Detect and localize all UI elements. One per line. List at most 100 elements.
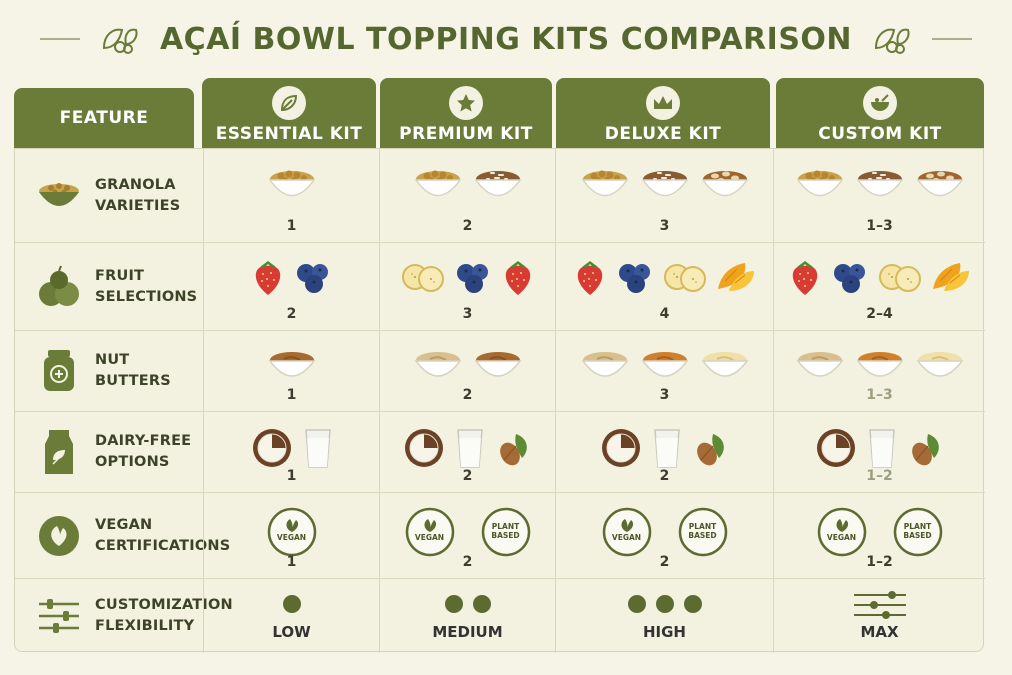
value-cell: 1–2 [773,412,985,492]
almond-butter-icon [266,345,318,385]
level-dot [627,595,646,613]
flexibility-dots [556,595,773,613]
count-value: 1 [286,468,297,484]
flexibility-level: LOW [272,623,311,641]
coconut-icon [599,426,643,470]
feature-label-line: VEGAN [95,516,153,533]
badge-label: VEGAN [414,533,445,542]
badge-label: BASED [903,531,932,540]
coconut-butter-icon [914,345,966,385]
feature-label-line: FRUIT [95,267,145,284]
feature-label: GRANOLA VARIETIES [95,175,180,217]
blueberries-icon [453,260,493,294]
page-title: AÇAÍ BOWL TOPPING KITS COMPARISON [159,21,853,57]
table-body: GRANOLA VARIETIES 1 2 3 1–3 FRUIT SELECTIONS 2 3 4… [14,148,985,653]
feature-cell: DAIRY-FREE OPTIONS [15,412,203,492]
nut-butter-jar-icon [35,347,83,395]
coconut-granola-bowl-icon [472,163,524,205]
level-dot [655,595,674,613]
badge-label: PLANT [903,522,932,531]
feature-cell: FRUIT SELECTIONS [15,243,203,330]
coconut-butter-icon [699,345,751,385]
leaf-icon [602,517,652,533]
nut-granola-bowl-icon [699,163,751,205]
feature-label-line: NUT [95,352,130,368]
badge-group: VEGAN PLANT BASED [556,507,773,557]
milk-glass-icon [302,426,334,470]
feature-label-line: OPTIONS [95,454,170,470]
item-group [774,426,985,470]
feature-label: NUT BUTTERS [95,350,171,392]
item-group [774,257,985,297]
level-dot [444,595,463,613]
strawberry-icon [251,257,285,297]
count-value: 2 [659,554,670,570]
granola-bowl-icon [412,163,464,205]
count-value: 3 [659,218,670,234]
bowl-spoon-icon [863,86,897,120]
crown-icon [646,86,680,120]
feature-label: FRUIT SELECTIONS [95,266,197,308]
fruits-icon [35,263,83,311]
header-essential-kit: ESSENTIAL KIT [202,78,376,148]
vegan-leaf-icon [35,512,83,560]
coconut-icon [814,426,858,470]
badge-group: VEGAN PLANT BASED [380,507,555,557]
almond-icon [494,428,534,468]
feature-label: VEGAN CERTIFICATIONS [95,515,230,557]
item-group [204,257,379,297]
badge-label: VEGAN [611,533,642,542]
divider [39,38,80,40]
flexibility-level: MAX [860,623,899,641]
header-custom-kit: CUSTOM KIT [776,78,984,148]
cashew-butter-icon [794,345,846,385]
granola-bowl-icon [579,163,631,205]
header-premium-kit: PREMIUM KIT [380,78,552,148]
item-group [380,257,555,297]
badge-group: VEGAN [204,507,379,557]
leaf-icon [272,86,306,120]
vegan-badge-icon: VEGAN [817,507,867,557]
banana-icon [401,259,445,295]
badge-group: VEGAN PLANT BASED [774,507,985,557]
sunflower-butter-icon [854,345,906,385]
granola-bowl-icon [794,163,846,205]
vegan-badge-icon: VEGAN [602,507,652,557]
header-feature: FEATURE [14,88,194,148]
coconut-granola-bowl-icon [854,163,906,205]
feature-label-line: SELECTIONS [95,288,198,305]
value-cell: MAX [773,579,985,653]
value-cell: 3 [555,331,773,411]
mango-icon [930,259,972,295]
cashew-butter-icon [579,345,631,385]
vegan-badge-icon: VEGAN [405,507,455,557]
flexibility-dots [380,595,555,613]
item-group [204,426,379,470]
header-deluxe-kit: DELUXE KIT [556,78,770,148]
coconut-granola-bowl-icon [639,163,691,205]
feature-label-line: CUSTOMIZATION [95,597,233,613]
table-row: CUSTOMIZATION FLEXIBILITY LOW MEDIUM HIGH MAX [15,578,985,653]
sunflower-butter-icon [639,345,691,385]
flexibility-level: MEDIUM [432,623,503,641]
badge-label: VEGAN [826,533,857,542]
almond-butter-icon [472,345,524,385]
blueberries-icon [615,260,655,294]
value-cell: 2 [555,412,773,492]
count-value: 3 [659,387,670,403]
value-cell: 1 [203,412,379,492]
value-cell: 2 [203,243,379,330]
kit-label: CUSTOM KIT [818,124,942,144]
granola-bowl-icon [35,172,83,220]
value-cell: 1–3 [773,331,985,411]
count-value: 1–3 [866,218,893,234]
table-row: DAIRY-FREE OPTIONS 1 2 2 1–2 [15,411,985,492]
value-cell: 2 [379,412,555,492]
granola-bowl-icon [266,163,318,205]
coconut-icon [250,426,294,470]
item-group [774,163,985,205]
count-value: 2 [462,218,473,234]
acai-berry-leaf-icon [98,22,142,56]
item-group [380,163,555,205]
strawberry-icon [788,257,822,297]
